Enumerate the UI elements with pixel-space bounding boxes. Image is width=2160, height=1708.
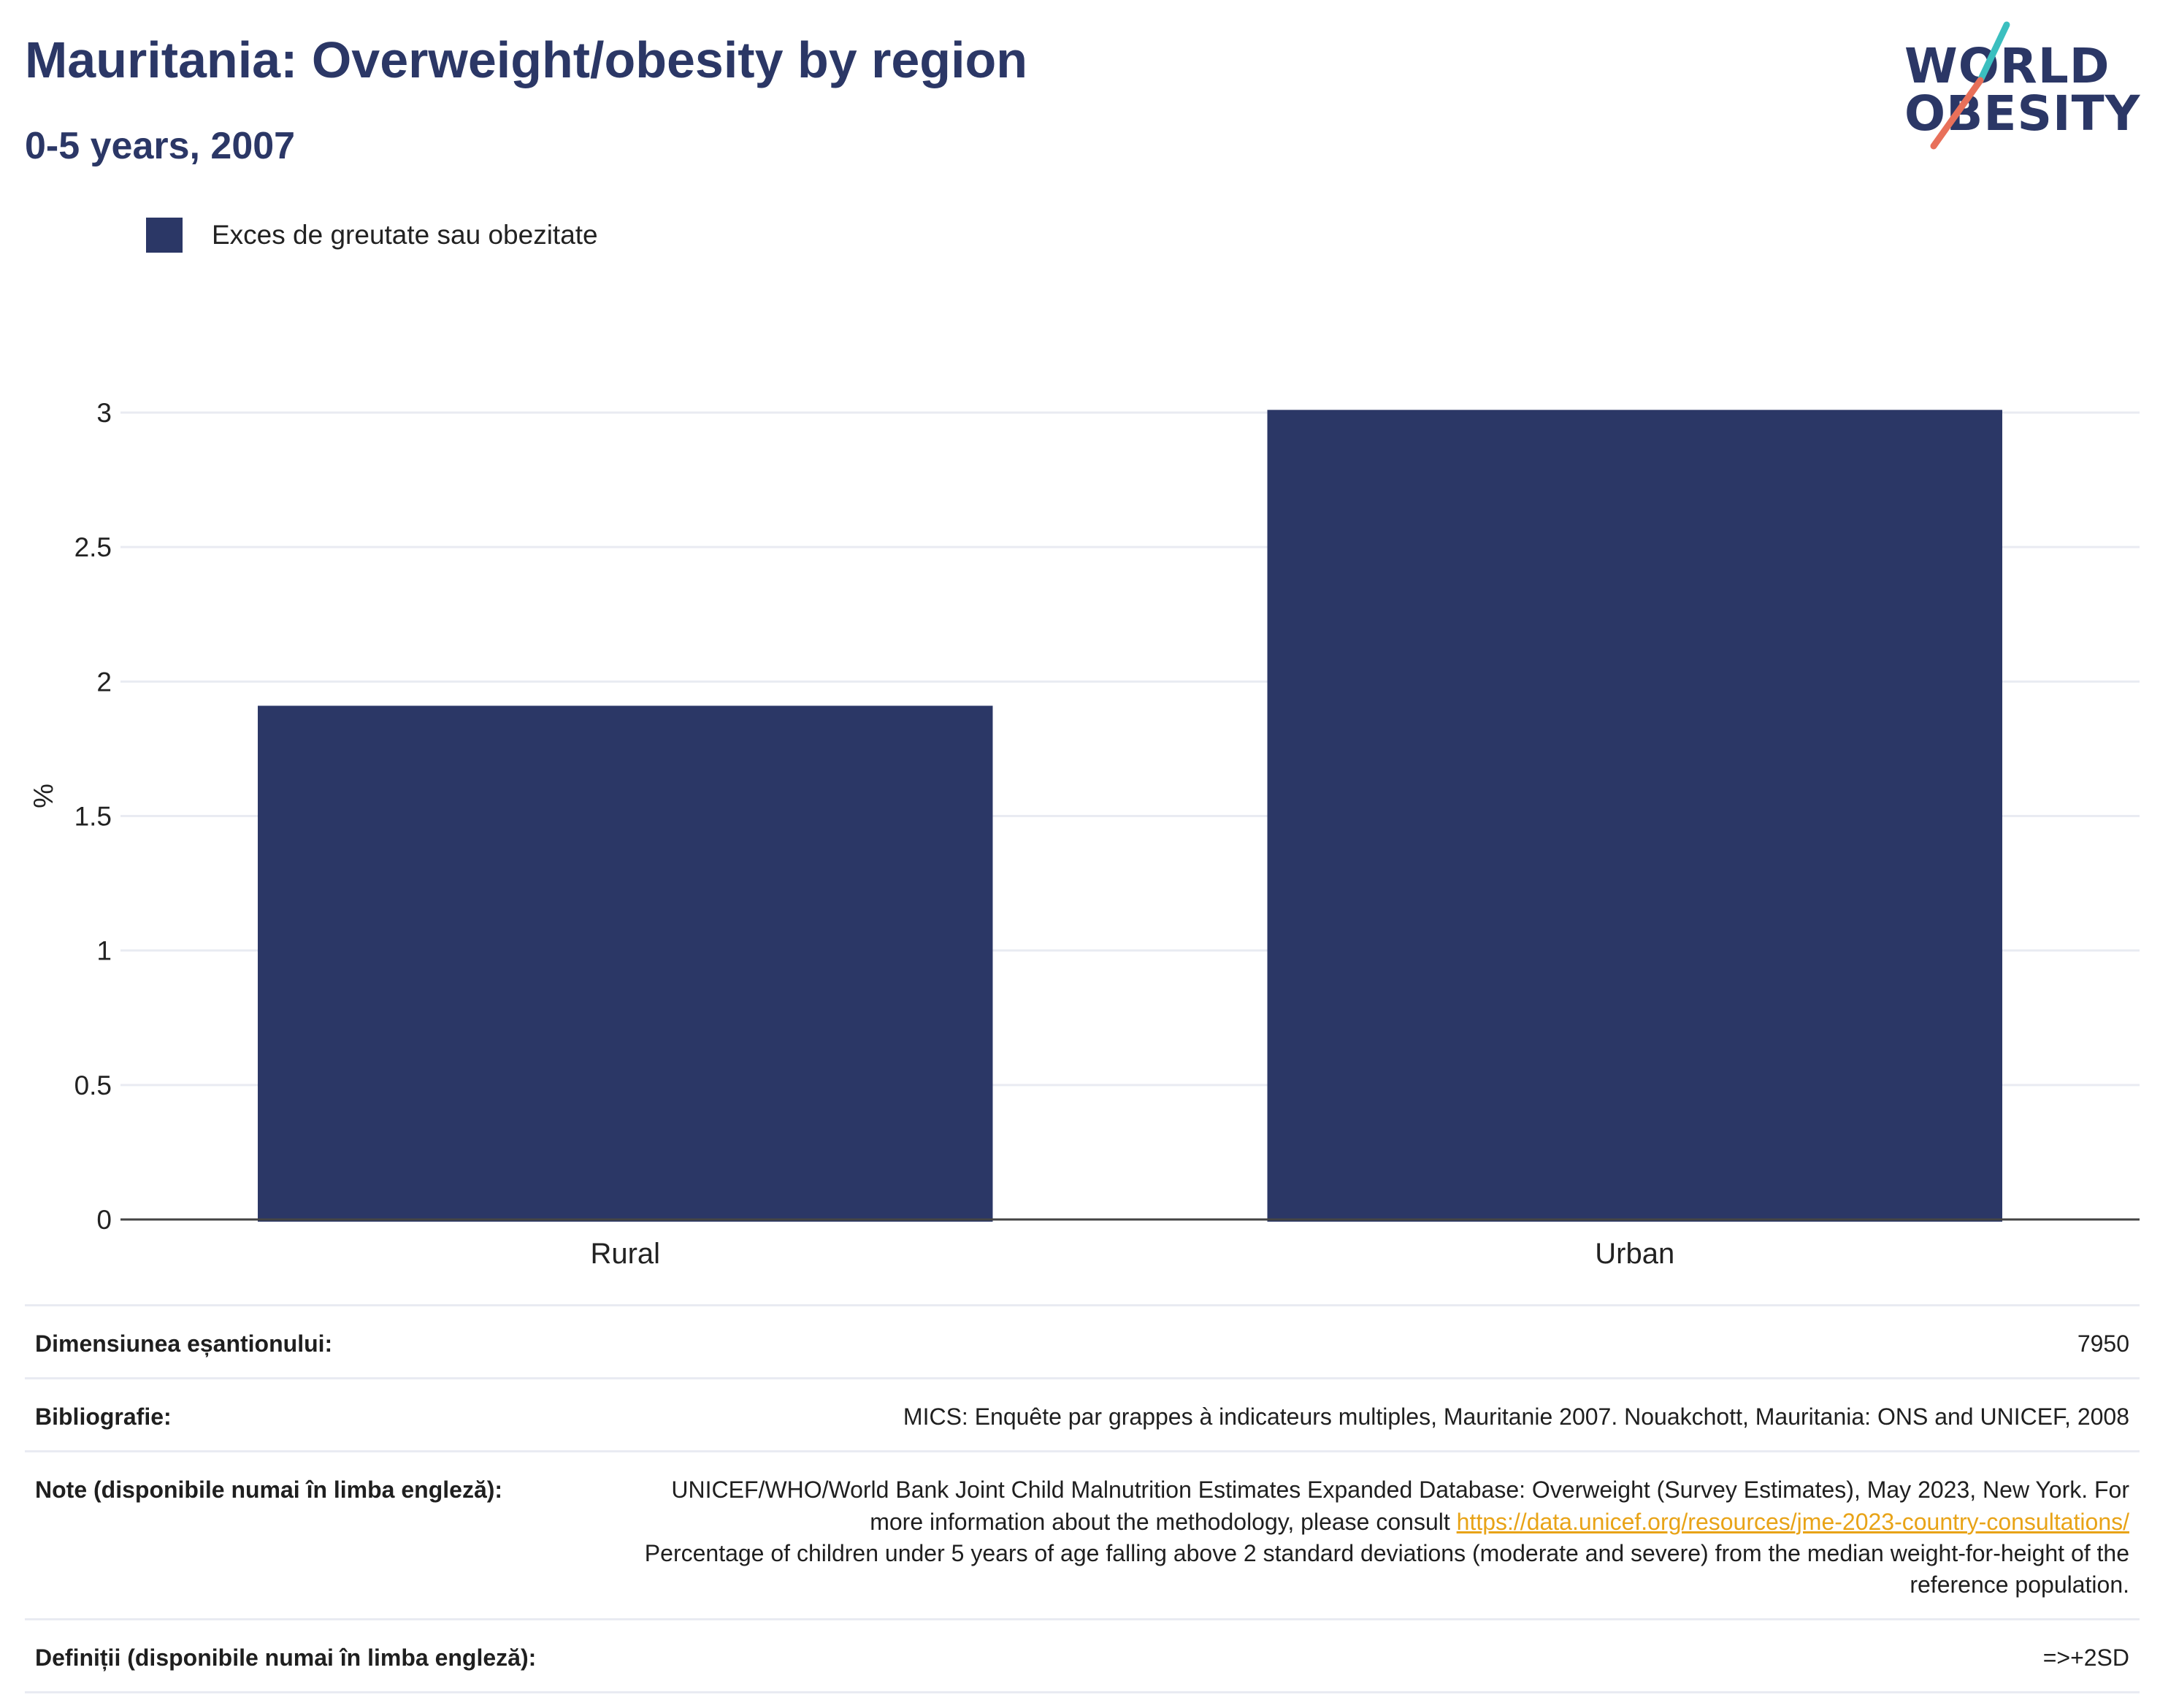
y-tick-label: 0 bbox=[96, 1205, 112, 1235]
info-row-bibliography: Bibliografie: MICS: Enquête par grappes … bbox=[25, 1377, 2140, 1450]
bibliography-label: Bibliografie: bbox=[35, 1403, 172, 1431]
bar-chart: 0 0.5 1 1.5 2 2.5 3 Rural Urban % bbox=[28, 398, 2140, 1270]
bar-urban bbox=[1267, 410, 2002, 1222]
legend-label: Exces de greutate sau obezitate bbox=[212, 220, 598, 250]
info-row-sample: Dimensiunea eșantionului: 7950 bbox=[25, 1304, 2140, 1377]
y-tick-label: 1 bbox=[96, 936, 112, 966]
bibliography-value: MICS: Enquête par grappes à indicateurs … bbox=[903, 1403, 2129, 1431]
y-tick-label: 2.5 bbox=[74, 532, 112, 562]
bar-layer bbox=[258, 410, 2002, 1222]
bar-rural bbox=[258, 705, 993, 1222]
y-tick-label: 0.5 bbox=[74, 1071, 112, 1100]
notes-link[interactable]: https://data.unicef.org/resources/jme-20… bbox=[1456, 1508, 2129, 1535]
chart-title: Mauritania: Overweight/obesity by region bbox=[25, 31, 1028, 88]
x-tick-label: Urban bbox=[1595, 1238, 1674, 1270]
axis-layer: 0 0.5 1 1.5 2 2.5 3 Rural Urban bbox=[74, 398, 2140, 1270]
info-row-notes: Note (disponibile numai în limba engleză… bbox=[25, 1450, 2140, 1618]
notes-label: Note (disponibile numai în limba engleză… bbox=[35, 1477, 503, 1504]
world-obesity-logo: WORLD OBESITY bbox=[1904, 20, 2145, 152]
definitions-value: =>+2SD bbox=[2042, 1644, 2129, 1671]
logo-slash-icon bbox=[1930, 21, 2010, 150]
definitions-label: Definiții (disponibile numai în limba en… bbox=[35, 1644, 537, 1671]
notes-value: UNICEF/WHO/World Bank Joint Child Malnut… bbox=[625, 1474, 2129, 1601]
info-row-definitions: Definiții (disponibile numai în limba en… bbox=[25, 1618, 2140, 1694]
x-tick-label: Rural bbox=[590, 1238, 660, 1270]
chart-subtitle: 0-5 years, 2007 bbox=[25, 125, 296, 167]
info-table: Dimensiunea eșantionului: 7950 Bibliogra… bbox=[25, 1304, 2140, 1694]
legend: Exces de greutate sau obezitate bbox=[146, 216, 598, 254]
notes-text-1: UNICEF/WHO/World Bank Joint Child Malnut… bbox=[671, 1477, 2129, 1535]
y-tick-label: 3 bbox=[96, 398, 112, 428]
y-axis-label: % bbox=[28, 784, 59, 808]
y-tick-label: 2 bbox=[96, 667, 112, 697]
sample-size-value: 7950 bbox=[2077, 1330, 2129, 1357]
sample-size-label: Dimensiunea eșantionului: bbox=[35, 1330, 333, 1357]
legend-swatch bbox=[146, 218, 183, 253]
y-tick-label: 1.5 bbox=[74, 802, 112, 832]
logo-line-1: WORLD bbox=[1904, 38, 2110, 94]
notes-text-2: Percentage of children under 5 years of … bbox=[644, 1539, 2129, 1598]
